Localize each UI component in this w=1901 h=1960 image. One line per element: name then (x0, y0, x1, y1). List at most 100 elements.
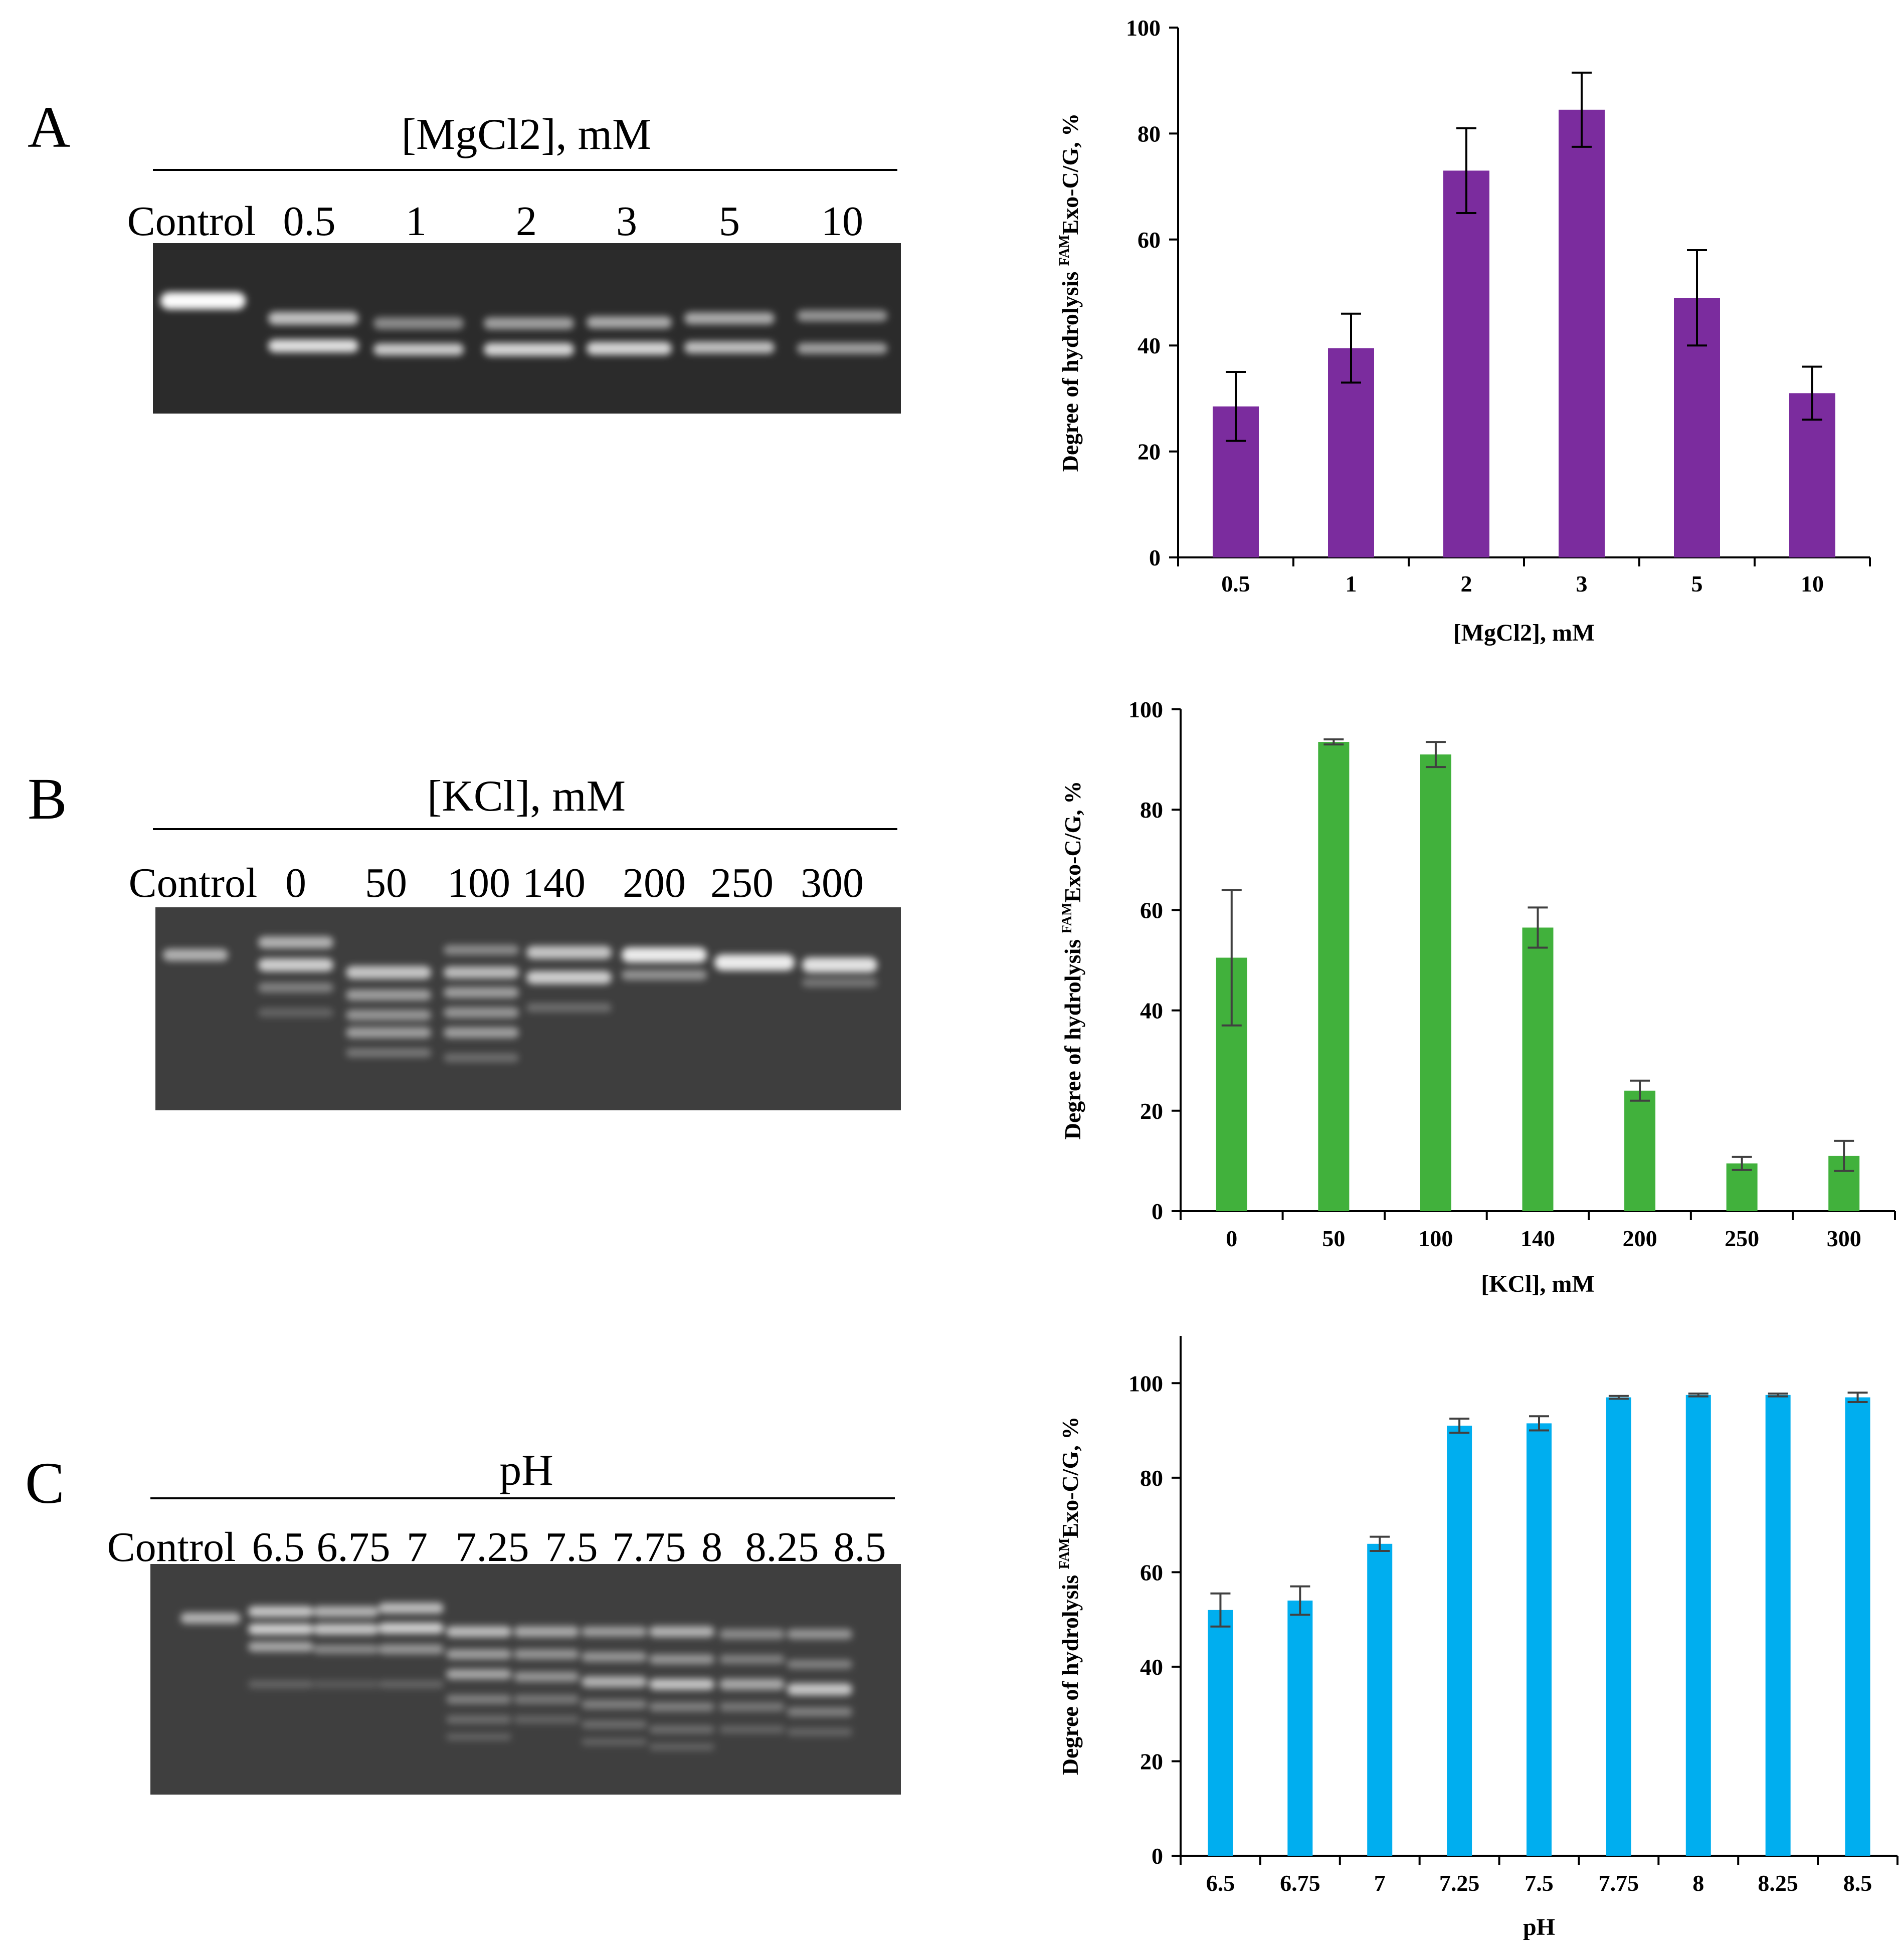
error-bar (1210, 1592, 1231, 1628)
panel-letter-c: C (25, 1450, 65, 1516)
y-tick-label: 20 (1140, 1748, 1163, 1774)
gel-band (787, 1728, 852, 1736)
gel-band (378, 1623, 444, 1634)
gel-band (797, 343, 887, 354)
gel-band (258, 983, 333, 993)
gel-b-lane-label: 140 (522, 860, 586, 906)
gel-band (248, 1606, 313, 1617)
gel-c-lane-label: 8 (701, 1524, 722, 1571)
gel-band (514, 1626, 579, 1637)
bar (1367, 1543, 1393, 1856)
bar (1845, 1397, 1870, 1856)
gel-band (268, 312, 358, 325)
error-bar (1834, 1139, 1854, 1172)
gel-c-title: pH (499, 1446, 553, 1495)
gel-band (346, 1048, 431, 1057)
y-tick-label: 40 (1137, 333, 1161, 358)
gel-band (719, 1679, 785, 1690)
bar (1208, 1610, 1233, 1856)
gel-c-lane-label: 7.25 (455, 1524, 529, 1571)
error-bar (1370, 1535, 1390, 1552)
bar (1527, 1423, 1552, 1856)
gel-band (787, 1707, 852, 1716)
gel-band (446, 1669, 511, 1679)
x-tick-label: 8 (1692, 1870, 1704, 1896)
gel-band (514, 1715, 579, 1723)
x-tick-label: 3 (1576, 571, 1588, 597)
error-bar (1608, 1395, 1629, 1400)
x-tick-label: 8.5 (1843, 1870, 1872, 1896)
gel-band (587, 316, 672, 328)
y-tick-label: 20 (1137, 439, 1161, 465)
gel-band (526, 946, 612, 959)
x-tick-label: 10 (1801, 571, 1824, 597)
gel-b-lane-label: 200 (623, 860, 686, 906)
y-tick-label: 40 (1140, 998, 1163, 1024)
gel-b-underline (153, 828, 897, 830)
x-tick-label: 250 (1725, 1226, 1759, 1251)
error-bar (1768, 1393, 1788, 1398)
y-tick-label: 0 (1149, 545, 1161, 570)
gel-band (248, 1642, 313, 1652)
gel-c-lane-label: 7.75 (612, 1524, 686, 1571)
gel-a-lane-label: Control (127, 198, 256, 245)
error-bar (1687, 249, 1707, 347)
gel-band (446, 1695, 511, 1704)
gel-band (444, 1027, 519, 1038)
y-tick-label: 0 (1152, 1843, 1163, 1869)
gel-c-lane-label: 7 (407, 1524, 428, 1571)
gel-band (622, 970, 707, 980)
gel-band (787, 1629, 852, 1639)
error-bar (1449, 1417, 1470, 1434)
gel-band (684, 312, 775, 324)
gel-band (346, 1027, 431, 1038)
error-bar (1323, 738, 1344, 746)
chart-b-kcl: 0 20 40 60 80 100 0 50 100 140 200 250 300 [KCl], mM D… (1059, 697, 1896, 1297)
y-axis-label: Degree of hydrolysis FAMExo-C/G, % (1057, 113, 1083, 472)
gel-a-lane-label: 0.5 (283, 198, 336, 245)
gel-c-lane-label: 8.5 (833, 1524, 886, 1571)
y-axis-label: Degree of hydrolysis FAMExo-C/G, % (1057, 1417, 1083, 1775)
bar (1447, 1426, 1472, 1856)
gel-b-image (155, 907, 901, 1110)
gel-band (258, 958, 333, 971)
gel-band (582, 1738, 647, 1745)
gel-band (160, 292, 246, 309)
x-tick-label: 200 (1623, 1226, 1657, 1251)
error-bar (1290, 1585, 1310, 1616)
gel-band (802, 957, 877, 972)
x-axis-label: pH (1523, 1914, 1555, 1940)
error-bar (1732, 1155, 1752, 1171)
gel-a-lane-label: 2 (516, 198, 537, 245)
y-tick-label: 80 (1140, 1465, 1163, 1491)
y-tick-label: 100 (1128, 697, 1163, 722)
error-bar (1688, 1393, 1708, 1398)
y-tick-label: 80 (1140, 797, 1163, 823)
gel-b-lane-label: 100 (447, 860, 510, 906)
bar (1522, 927, 1554, 1211)
y-tick-label: 60 (1140, 897, 1163, 923)
gel-b-lane-label: 0 (285, 860, 306, 906)
x-tick-label: 6.5 (1206, 1870, 1235, 1896)
x-tick-label: 2 (1461, 571, 1472, 597)
gel-c-image (150, 1564, 901, 1795)
x-tick-label: 300 (1827, 1226, 1861, 1251)
gel-band (446, 1715, 511, 1723)
gel-band (346, 990, 431, 1001)
gel-band (714, 954, 795, 970)
x-tick-label: 140 (1520, 1226, 1555, 1251)
error-bar (1802, 365, 1822, 421)
error-bar (1221, 889, 1242, 1027)
bar (1765, 1395, 1791, 1856)
gel-band (444, 987, 519, 998)
x-tick-label: 0 (1226, 1226, 1237, 1251)
gel-band (484, 317, 574, 329)
bar (1559, 109, 1605, 557)
bar (1624, 1090, 1656, 1211)
gel-band (787, 1660, 852, 1669)
panel-letter-b: B (28, 766, 67, 832)
gel-band (526, 1003, 612, 1012)
gel-band (163, 949, 228, 961)
x-axis-label: [MgCl2], mM (1453, 620, 1595, 646)
gel-band (313, 1645, 378, 1654)
